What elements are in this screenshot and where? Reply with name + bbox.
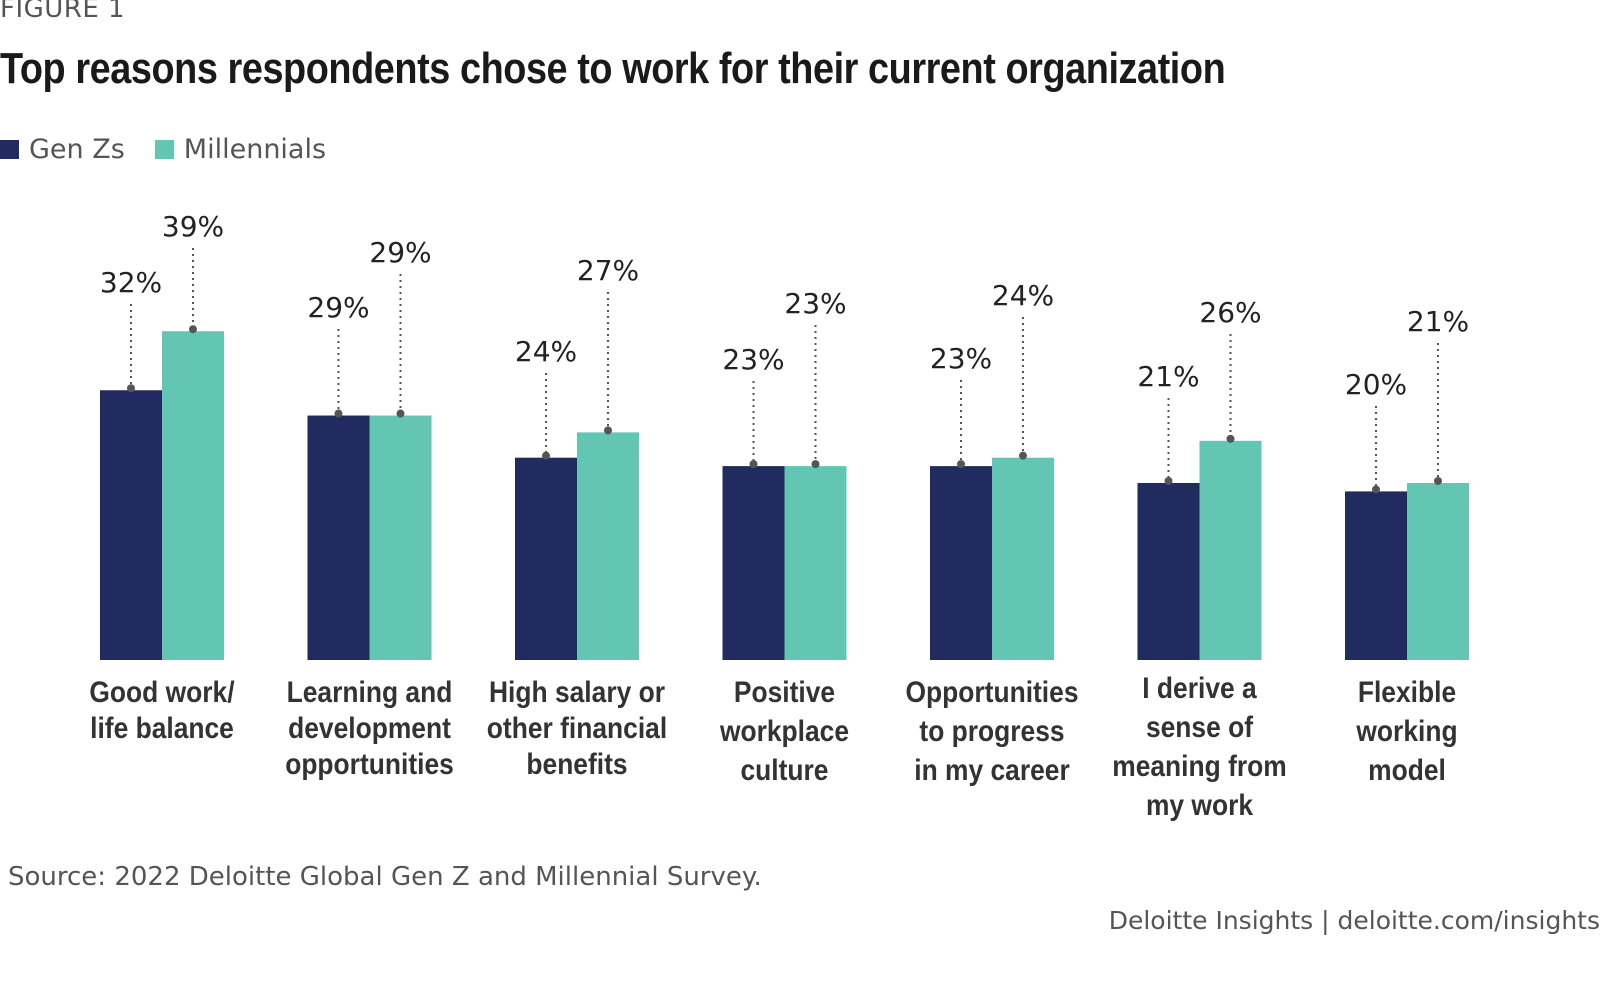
data-label-millennials: 39% [162, 210, 224, 243]
category-label-line: benefits [526, 746, 627, 780]
category-label-line: culture [741, 752, 829, 786]
data-label-genz: 23% [930, 342, 992, 375]
category-label-line: my work [1146, 787, 1253, 821]
bar-chart: 32%39% Good work/life balance 29%29% Learni… [89, 210, 1469, 821]
bar-millennials [369, 415, 432, 660]
category-label-line: High salary or [489, 674, 665, 708]
category-label: Positive workplace culture [719, 674, 849, 786]
category-label-line: workplace [719, 713, 849, 747]
data-label-genz: 32% [100, 266, 162, 299]
legend-item-millennials: Millennials [154, 134, 327, 165]
leader-dot-genz [1164, 476, 1173, 485]
leader-dot-millennials [811, 460, 820, 469]
bar-genz [515, 457, 577, 660]
legend-swatch-genz [0, 140, 19, 159]
data-label-genz: 20% [1345, 368, 1407, 401]
category-label: High salary or other financial benefits [487, 674, 667, 780]
legend-item-genz: Gen Zs [0, 134, 125, 165]
category-label-line: other financial [487, 710, 667, 744]
leader-dot-millennials [1434, 476, 1442, 485]
bar-millennials [162, 331, 224, 660]
category-label-line: meaning from [1112, 748, 1287, 782]
legend-swatch-millennials [154, 140, 174, 159]
category-label: Learning and development opportunities [285, 674, 454, 780]
leader-dot-millennials [1019, 451, 1027, 460]
leader-dot-millennials [604, 426, 612, 435]
bar-genz [930, 466, 992, 660]
category-label-line: to progress [919, 713, 1064, 747]
data-label-millennials: 26% [1199, 296, 1261, 329]
bar-genz [722, 466, 785, 660]
bar-genz [1137, 482, 1200, 660]
credit-line: Deloitte Insights | deloitte.com/insight… [1108, 906, 1600, 935]
category-label: I derive a sense of meaning from my work [1112, 670, 1287, 821]
leader-dot-millennials [1226, 434, 1235, 443]
data-label-millennials: 24% [992, 279, 1054, 312]
category-label-line: I derive a [1142, 670, 1257, 704]
source-note: Source: 2022 Deloitte Global Gen Z and M… [8, 862, 762, 892]
bar-genz [307, 415, 370, 660]
legend: Gen Zs Millennials [0, 134, 356, 165]
chart-title: Top reasons respondents chose to work fo… [0, 44, 1226, 93]
category-label-line: Flexible [1358, 674, 1456, 708]
category-label: Good work/life balance [89, 674, 234, 744]
category-label-line: Good work/ [89, 674, 234, 708]
leader-dot-genz [957, 460, 965, 469]
category-label-line: life balance [90, 710, 234, 744]
figure-label: FIGURE 1 [0, 0, 126, 24]
category-label-line: model [1368, 752, 1446, 786]
data-label-genz: 29% [307, 291, 369, 324]
category-label-line: in my career [914, 752, 1070, 786]
bar-millennials [992, 457, 1054, 660]
data-label-millennials: 21% [1407, 305, 1469, 338]
bar-genz [100, 390, 162, 660]
leader-dot-genz [127, 384, 135, 393]
leader-dot-genz [749, 460, 758, 469]
data-label-genz: 21% [1137, 360, 1199, 393]
leader-dot-genz [542, 451, 550, 460]
category-label-line: Positive [734, 674, 835, 708]
legend-label-genz: Gen Zs [29, 134, 125, 165]
category-label-line: development [288, 710, 451, 744]
category-label-line: working [1355, 713, 1457, 747]
data-label-millennials: 27% [577, 254, 639, 287]
category-label-line: sense of [1146, 709, 1254, 743]
category-label: Flexible working model [1355, 674, 1457, 786]
category-label-line: opportunities [285, 746, 454, 780]
data-label-genz: 23% [722, 343, 784, 376]
bar-millennials [1407, 482, 1469, 660]
data-label-millennials: 23% [784, 287, 846, 320]
bar-millennials [784, 466, 847, 660]
legend-label-millennials: Millennials [183, 134, 327, 165]
data-label-genz: 24% [515, 335, 577, 368]
bar-millennials [1199, 440, 1262, 660]
bar-millennials [577, 432, 639, 660]
bar-genz [1345, 491, 1407, 660]
category-label: Opportunities to progress in my career [905, 674, 1078, 786]
leader-dot-millennials [189, 325, 197, 334]
category-label-line: Learning and [287, 674, 453, 708]
category-label-line: Opportunities [905, 674, 1078, 708]
leader-dot-genz [1372, 485, 1380, 494]
leader-dot-genz [334, 409, 343, 418]
leader-dot-millennials [396, 409, 405, 418]
data-label-millennials: 29% [369, 236, 431, 269]
